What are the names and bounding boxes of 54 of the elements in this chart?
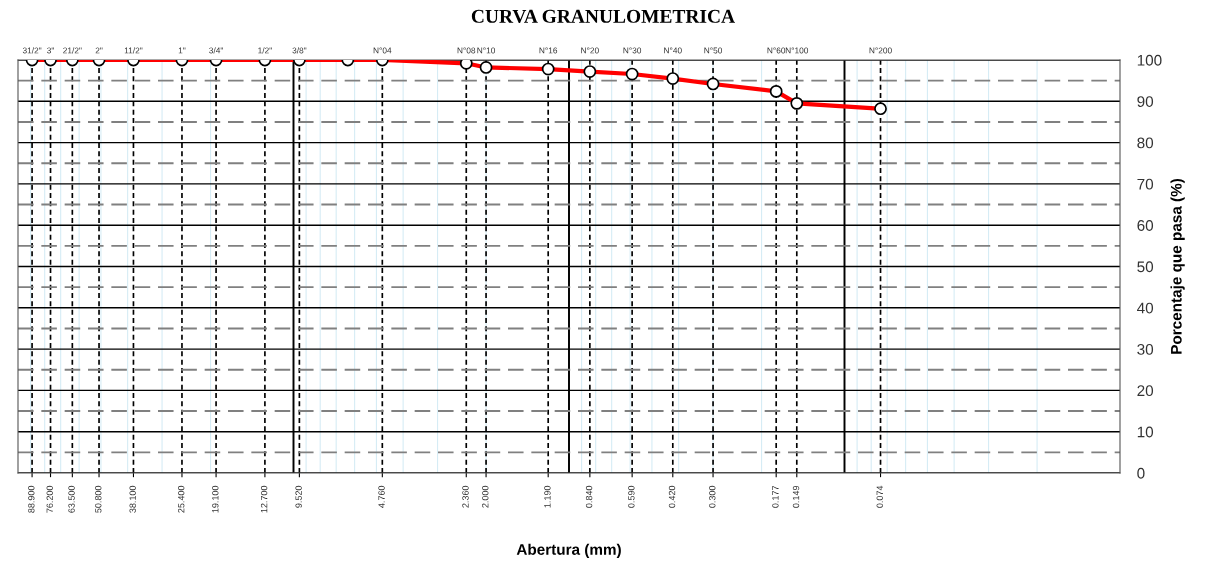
text: N°200 (869, 47, 892, 54)
text: 3/8" (292, 47, 307, 54)
x-tick-label: 0.590 (628, 485, 635, 508)
text: 3" (47, 47, 54, 54)
text: 3/4" (209, 47, 223, 54)
text: N°30 (623, 47, 642, 54)
x-tick-label: 63.500 (68, 485, 75, 513)
x-tick-label: 19.100 (212, 485, 219, 513)
x-tick-label: 50.800 (95, 485, 102, 513)
y-tick-label: 50 (1137, 261, 1154, 273)
y-tick-label: 40 (1137, 302, 1154, 314)
text: 11/2" (124, 47, 143, 54)
chart-title: CURVA GRANULOMETRICA (471, 9, 735, 23)
x-tick-label: 2.000 (482, 485, 489, 508)
text: 2" (95, 47, 103, 54)
x-tick-label: 0.177 (772, 485, 779, 508)
x-tick-label: 0.420 (668, 485, 676, 508)
text: 31/2" (22, 47, 42, 54)
y-tick-label: 80 (1137, 137, 1154, 149)
y-axis-title: Porcentaje que pasa (%) (1170, 178, 1185, 354)
x-tick-label: 4.760 (378, 485, 385, 508)
text: N°100 (785, 47, 809, 54)
x-tick-label: 38.100 (129, 485, 136, 513)
y-tick-label: 0 (1137, 467, 1145, 479)
text: N°60 (767, 47, 786, 54)
x-axis-title: Abertura (mm) (516, 543, 621, 558)
y-tick-label: 90 (1137, 96, 1154, 107)
text: N°08 (457, 47, 476, 54)
text: N°16 (539, 47, 558, 54)
y-tick-label: 70 (1137, 178, 1154, 190)
text: N°50 (704, 47, 723, 54)
text: 1/2" (258, 47, 272, 54)
x-tick-label: 2.360 (462, 485, 469, 508)
x-tick-label: 0.149 (792, 485, 800, 508)
text: 21/2" (63, 47, 82, 54)
text: N°40 (664, 47, 682, 54)
text: N°10 (477, 47, 496, 54)
x-tick-label: 25.400 (178, 485, 185, 513)
x-tick-label: 1.190 (544, 485, 551, 508)
x-tick-label: 0.074 (876, 485, 883, 508)
y-tick-label: 20 (1137, 385, 1154, 397)
y-tick-label: 30 (1137, 343, 1154, 355)
y-tick-label: 10 (1137, 426, 1154, 438)
text: N°04 (373, 47, 392, 54)
x-tick-label: 88.900 (28, 485, 35, 513)
x-tick-label: 12.700 (260, 485, 268, 513)
y-tick-label: 60 (1137, 220, 1154, 231)
x-tick-label: 0.840 (585, 485, 593, 508)
text: N°20 (581, 47, 599, 54)
x-tick-label: 0.300 (709, 485, 716, 508)
x-tick-label: 9.520 (295, 485, 302, 508)
text: 1" (178, 47, 186, 54)
y-tick-label: 100 (1137, 54, 1162, 66)
x-tick-label: 76.200 (46, 485, 53, 513)
